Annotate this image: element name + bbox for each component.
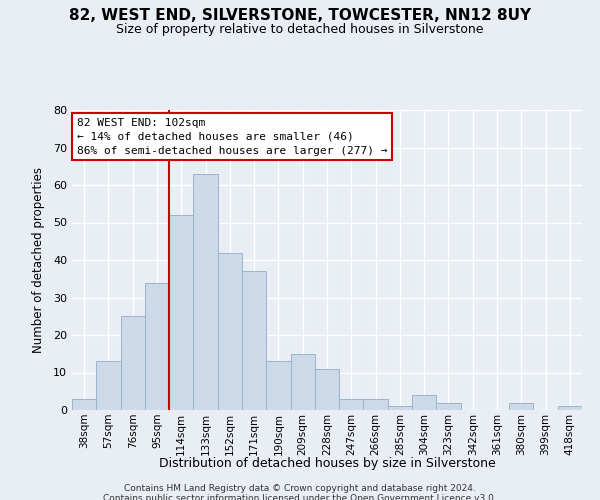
- Bar: [96, 361, 121, 410]
- Bar: [364, 399, 388, 410]
- Bar: [339, 399, 364, 410]
- Bar: [558, 406, 582, 410]
- Bar: [169, 215, 193, 410]
- Text: Distribution of detached houses by size in Silverstone: Distribution of detached houses by size …: [158, 458, 496, 470]
- Bar: [193, 174, 218, 410]
- Bar: [436, 402, 461, 410]
- Text: Contains public sector information licensed under the Open Government Licence v3: Contains public sector information licen…: [103, 494, 497, 500]
- Bar: [145, 282, 169, 410]
- Bar: [388, 406, 412, 410]
- Bar: [315, 369, 339, 410]
- Bar: [242, 271, 266, 410]
- Text: 82 WEST END: 102sqm
← 14% of detached houses are smaller (46)
86% of semi-detach: 82 WEST END: 102sqm ← 14% of detached ho…: [77, 118, 388, 156]
- Bar: [218, 252, 242, 410]
- Bar: [509, 402, 533, 410]
- Text: Contains HM Land Registry data © Crown copyright and database right 2024.: Contains HM Land Registry data © Crown c…: [124, 484, 476, 493]
- Text: 82, WEST END, SILVERSTONE, TOWCESTER, NN12 8UY: 82, WEST END, SILVERSTONE, TOWCESTER, NN…: [69, 8, 531, 22]
- Text: Size of property relative to detached houses in Silverstone: Size of property relative to detached ho…: [116, 22, 484, 36]
- Bar: [121, 316, 145, 410]
- Bar: [72, 399, 96, 410]
- Bar: [266, 361, 290, 410]
- Bar: [412, 395, 436, 410]
- Y-axis label: Number of detached properties: Number of detached properties: [32, 167, 44, 353]
- Bar: [290, 354, 315, 410]
